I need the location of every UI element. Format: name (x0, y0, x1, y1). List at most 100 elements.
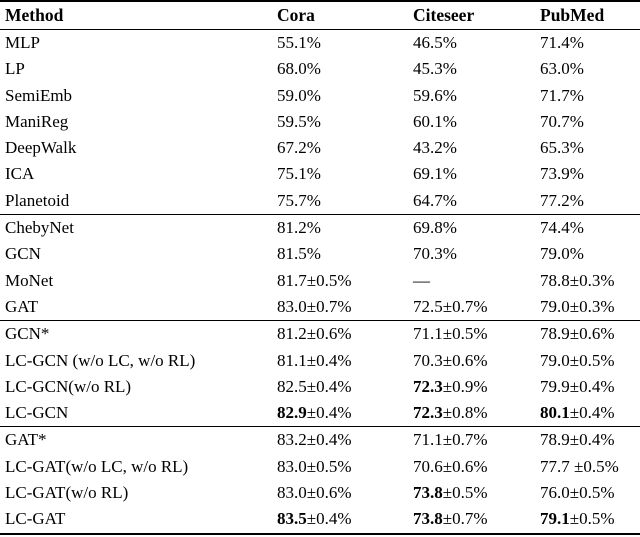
value-regular-part: 81.5% (277, 244, 321, 264)
value-regular-part: 78.9±0.4% (540, 430, 615, 450)
value-regular-part: 63.0% (540, 59, 584, 79)
value-regular-part: 72.5±0.7% (413, 296, 488, 316)
value-regular-part: 83.2±0.4% (277, 430, 352, 450)
method-cell: LC-GCN (5, 403, 69, 423)
value-regular-part: ±0.9% (442, 376, 488, 396)
value-cell-pubmed: 79.0±0.3% (535, 294, 640, 321)
table-header: Method Cora Citeseer PubMed (0, 0, 640, 30)
value-regular-part: 67.2% (277, 138, 321, 158)
value-regular-part: 59.0% (277, 85, 321, 105)
table-row: MLP 55.1% 46.5% 71.4% (0, 30, 640, 57)
col-header-pubmed: PubMed (535, 0, 640, 30)
value-cell-cora: 82.9±0.4% (272, 400, 408, 427)
value-regular-part: ±0.4% (306, 403, 352, 423)
value-regular-part: 59.5% (277, 111, 321, 131)
table-row: LC-GAT(w/o RL) 83.0±0.6% 73.8±0.5% 76.0±0.5… (0, 480, 640, 506)
value-regular-part: 77.7 ±0.5% (540, 456, 619, 476)
value-regular-part: 71.1±0.5% (413, 324, 488, 344)
value-cell-cora: 83.0±0.5% (272, 454, 408, 480)
col-header-cora: Cora (272, 0, 408, 30)
method-cell: SemiEmb (5, 85, 73, 105)
value-bold-part: 80.1 (540, 403, 570, 423)
value-regular-part: 76.0±0.5% (540, 483, 615, 503)
value-cell-cora: 68.0% (272, 56, 408, 82)
table-row: Planetoid 75.7% 64.7% 77.2% (0, 188, 640, 215)
value-cell-citeseer: 72.5±0.7% (408, 294, 535, 321)
value-regular-part: 43.2% (413, 138, 457, 158)
value-cell-citeseer: 71.1±0.7% (408, 427, 535, 454)
table-row: LP 68.0% 45.3% 63.0% (0, 56, 640, 82)
value-regular-part: 79.0% (540, 244, 584, 264)
method-cell: GCN (5, 244, 41, 264)
value-cell-cora: 81.7±0.5% (272, 268, 408, 294)
value-regular-part: 69.1% (413, 164, 457, 184)
value-regular-part: 70.3±0.6% (413, 350, 488, 370)
value-regular-part: ±0.8% (442, 403, 488, 423)
value-regular-part: 79.0±0.5% (540, 350, 615, 370)
value-regular-part: 75.7% (277, 190, 321, 210)
method-cell: LC-GAT(w/o RL) (5, 483, 129, 503)
value-bold-part: 72.3 (413, 403, 443, 423)
value-regular-part: 83.0±0.7% (277, 296, 352, 316)
value-regular-part: 70.7% (540, 111, 584, 131)
value-regular-part: 71.1±0.7% (413, 430, 488, 450)
value-cell-pubmed: 79.9±0.4% (535, 374, 640, 400)
value-cell-cora: 83.5±0.4% (272, 506, 408, 533)
value-cell-citeseer: 69.8% (408, 215, 535, 242)
col-header-citeseer: Citeseer (408, 0, 535, 30)
value-cell-pubmed: 73.9% (535, 161, 640, 187)
value-cell-citeseer: 69.1% (408, 161, 535, 187)
value-cell-pubmed: 78.8±0.3% (535, 268, 640, 294)
table-group-gnn-baselines: ChebyNet 81.2% 69.8% 74.4% GCN 81.5% 70.3% 79.0… (0, 215, 640, 321)
method-cell: Planetoid (5, 190, 70, 210)
method-cell: LP (5, 59, 25, 79)
method-cell: ICA (5, 164, 35, 184)
table-row: DeepWalk 67.2% 43.2% 65.3% (0, 135, 640, 161)
value-bold-part: 82.9 (277, 403, 307, 423)
value-cell-cora: 83.0±0.7% (272, 294, 408, 321)
value-cell-pubmed: 79.0±0.5% (535, 348, 640, 374)
table-row: LC-GCN 82.9±0.4% 72.3±0.8% 80.1±0.4% (0, 400, 640, 427)
table-row: ManiReg 59.5% 60.1% 70.7% (0, 109, 640, 135)
value-regular-part: 81.2% (277, 218, 321, 238)
value-cell-citeseer: 71.1±0.5% (408, 321, 535, 348)
method-cell: GAT* (5, 430, 47, 450)
value-cell-cora: 75.7% (272, 188, 408, 215)
value-regular-part: 79.0±0.3% (540, 296, 615, 316)
value-cell-cora: 81.2±0.6% (272, 321, 408, 348)
value-cell-citeseer: 59.6% (408, 83, 535, 109)
method-cell: LC-GAT(w/o LC, w/o RL) (5, 456, 189, 476)
value-regular-part: — (413, 270, 430, 290)
value-regular-part: 74.4% (540, 218, 584, 238)
value-cell-cora: 82.5±0.4% (272, 374, 408, 400)
value-cell-pubmed: 78.9±0.4% (535, 427, 640, 454)
value-cell-cora: 67.2% (272, 135, 408, 161)
table-row: GCN* 81.2±0.6% 71.1±0.5% 78.9±0.6% (0, 321, 640, 348)
value-regular-part: ±0.4% (306, 509, 352, 529)
value-cell-citeseer: 72.3±0.8% (408, 400, 535, 427)
value-cell-cora: 59.0% (272, 83, 408, 109)
value-cell-pubmed: 78.9±0.6% (535, 321, 640, 348)
value-regular-part: 59.6% (413, 85, 457, 105)
table-group-lc-gcn-ablation: GCN* 81.2±0.6% 71.1±0.5% 78.9±0.6% LC-GCN (w… (0, 321, 640, 427)
value-bold-part: 73.8 (413, 483, 443, 503)
method-cell: GAT (5, 296, 39, 316)
col-header-method: Method (0, 0, 272, 30)
value-cell-cora: 75.1% (272, 161, 408, 187)
table-row: LC-GAT(w/o LC, w/o RL) 83.0±0.5% 70.6±0.6%… (0, 454, 640, 480)
value-regular-part: 70.6±0.6% (413, 456, 488, 476)
table-row: LC-GCN (w/o LC, w/o RL) 81.1±0.4% 70.3±0.6… (0, 348, 640, 374)
value-cell-pubmed: 80.1±0.4% (535, 400, 640, 427)
value-regular-part: 46.5% (413, 33, 457, 52)
value-cell-pubmed: 71.7% (535, 83, 640, 109)
value-bold-part: 79.1 (540, 509, 570, 529)
value-cell-pubmed: 70.7% (535, 109, 640, 135)
value-regular-part: 77.2% (540, 190, 584, 210)
value-regular-part: 79.9±0.4% (540, 376, 615, 396)
value-cell-pubmed: 74.4% (535, 215, 640, 242)
value-regular-part: 83.0±0.5% (277, 456, 352, 476)
method-cell: ManiReg (5, 111, 69, 131)
table-row: SemiEmb 59.0% 59.6% 71.7% (0, 83, 640, 109)
value-cell-pubmed: 76.0±0.5% (535, 480, 640, 506)
table-row: ICA 75.1% 69.1% 73.9% (0, 161, 640, 187)
